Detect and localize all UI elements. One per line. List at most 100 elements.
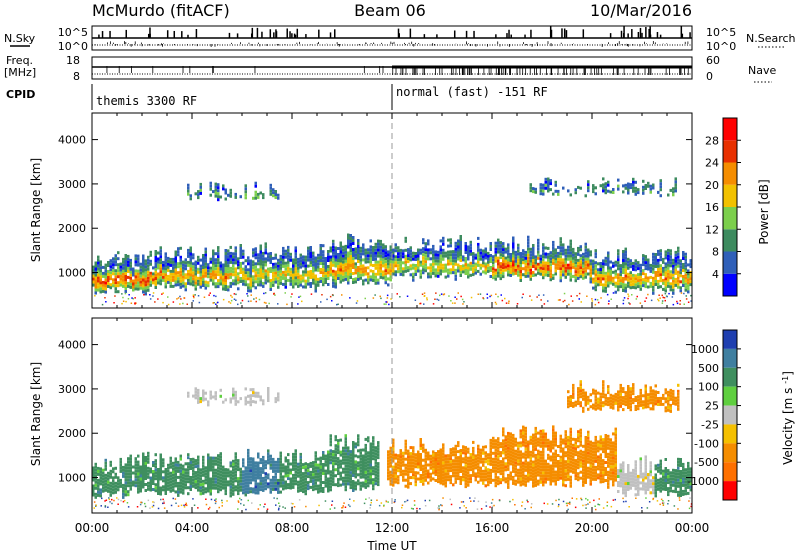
heatmap-cell bbox=[489, 477, 492, 481]
heatmap-cell bbox=[452, 256, 455, 260]
heatmap-cell bbox=[162, 470, 165, 474]
colorbar-swatch bbox=[723, 162, 737, 185]
heatmap-cell bbox=[464, 257, 467, 260]
heatmap-cell bbox=[417, 450, 420, 454]
heatmap-cell bbox=[677, 282, 680, 286]
heatmap-cell bbox=[609, 281, 612, 285]
heatmap-cell bbox=[257, 271, 260, 275]
heatmap-cell bbox=[422, 458, 425, 462]
heatmap-cell bbox=[242, 279, 245, 283]
heatmap-cell bbox=[367, 451, 370, 455]
heatmap-cell bbox=[157, 474, 160, 477]
heatmap-cell bbox=[259, 244, 262, 248]
heatmap-cell bbox=[209, 181, 212, 185]
heatmap-cell bbox=[404, 463, 407, 467]
heatmap-cell bbox=[679, 268, 682, 272]
heatmap-cell bbox=[507, 270, 510, 274]
heatmap-cell bbox=[454, 277, 457, 281]
heatmap-cell bbox=[324, 469, 327, 473]
heatmap-cell bbox=[299, 461, 302, 465]
heatmap-cell bbox=[639, 269, 642, 273]
heatmap-cell bbox=[339, 265, 342, 269]
heatmap-cell bbox=[579, 248, 582, 252]
heatmap-cell bbox=[134, 297, 136, 299]
heatmap-cell bbox=[492, 463, 495, 467]
heatmap-cell bbox=[542, 258, 545, 262]
heatmap-cell bbox=[319, 250, 322, 253]
heatmap-cell bbox=[547, 453, 550, 457]
heatmap-cell bbox=[547, 477, 550, 481]
heatmap-cell bbox=[124, 260, 127, 263]
heatmap-cell bbox=[530, 299, 533, 301]
heatmap-cell bbox=[149, 277, 152, 281]
heatmap-cell bbox=[322, 271, 325, 275]
heatmap-cell bbox=[372, 481, 375, 485]
heatmap-cell bbox=[222, 266, 225, 270]
heatmap-cell bbox=[94, 276, 97, 280]
heatmap-cell bbox=[497, 455, 500, 459]
heatmap-cell bbox=[197, 267, 200, 271]
heatmap-cell bbox=[147, 276, 150, 280]
heatmap-cell bbox=[567, 245, 570, 249]
heatmap-cell bbox=[392, 480, 395, 484]
heatmap-cell bbox=[377, 453, 380, 457]
heatmap-cell bbox=[97, 493, 100, 497]
heatmap-cell bbox=[182, 281, 185, 285]
heatmap-cell bbox=[679, 274, 682, 278]
heatmap-cell bbox=[477, 248, 480, 252]
heatmap-cell bbox=[642, 188, 645, 192]
heatmap-cell bbox=[532, 472, 535, 476]
heatmap-cell bbox=[449, 466, 452, 470]
heatmap-cell bbox=[514, 440, 517, 444]
heatmap-cell bbox=[112, 263, 115, 267]
heatmap-cell bbox=[239, 476, 242, 480]
heatmap-cell bbox=[229, 284, 232, 288]
heatmap-cell bbox=[102, 468, 105, 472]
heatmap-cell bbox=[347, 266, 350, 270]
heatmap-cell bbox=[239, 265, 242, 268]
heatmap-cell bbox=[319, 471, 322, 475]
heatmap-cell bbox=[372, 255, 375, 258]
heatmap-cell bbox=[257, 464, 260, 468]
heatmap-cell bbox=[264, 257, 267, 261]
heatmap-cell bbox=[529, 259, 532, 263]
heatmap-cell bbox=[187, 480, 190, 484]
heatmap-cell bbox=[527, 244, 530, 248]
heatmap-cell bbox=[443, 293, 446, 295]
heatmap-cell bbox=[324, 266, 327, 269]
heatmap-cell bbox=[257, 195, 260, 199]
heatmap-cell bbox=[229, 482, 232, 486]
heatmap-cell bbox=[147, 466, 150, 470]
heatmap-cell bbox=[652, 264, 655, 268]
heatmap-cell bbox=[417, 257, 420, 261]
heatmap-cell bbox=[467, 248, 470, 252]
heatmap-cell bbox=[669, 264, 672, 268]
heatmap-cell bbox=[344, 482, 347, 486]
heatmap-cell bbox=[224, 197, 227, 201]
heatmap-cell bbox=[127, 469, 130, 473]
heatmap-cell bbox=[407, 452, 410, 456]
heatmap-cell bbox=[332, 284, 335, 288]
heatmap-cell bbox=[474, 256, 477, 260]
heatmap-cell bbox=[399, 251, 402, 255]
heatmap-cell bbox=[194, 480, 197, 484]
heatmap-cell bbox=[297, 257, 300, 261]
heatmap-cell bbox=[152, 473, 155, 476]
heatmap-cell bbox=[257, 256, 260, 260]
heatmap-cell bbox=[687, 301, 690, 303]
heatmap-cell bbox=[457, 239, 460, 243]
heatmap-cell bbox=[262, 193, 265, 197]
heatmap-cell bbox=[309, 252, 312, 255]
heatmap-cell bbox=[159, 267, 162, 271]
heatmap-cell bbox=[232, 255, 235, 259]
heatmap-cell bbox=[414, 483, 417, 487]
heatmap-cell bbox=[477, 471, 480, 475]
heatmap-cell bbox=[627, 257, 630, 261]
heatmap-cell bbox=[347, 461, 350, 465]
heatmap-cell bbox=[497, 446, 500, 450]
heatmap-cell bbox=[254, 461, 257, 465]
heatmap-cell bbox=[344, 265, 347, 269]
heatmap-cell bbox=[274, 277, 277, 281]
heatmap-cell bbox=[179, 261, 182, 265]
heatmap-cell bbox=[494, 460, 497, 464]
